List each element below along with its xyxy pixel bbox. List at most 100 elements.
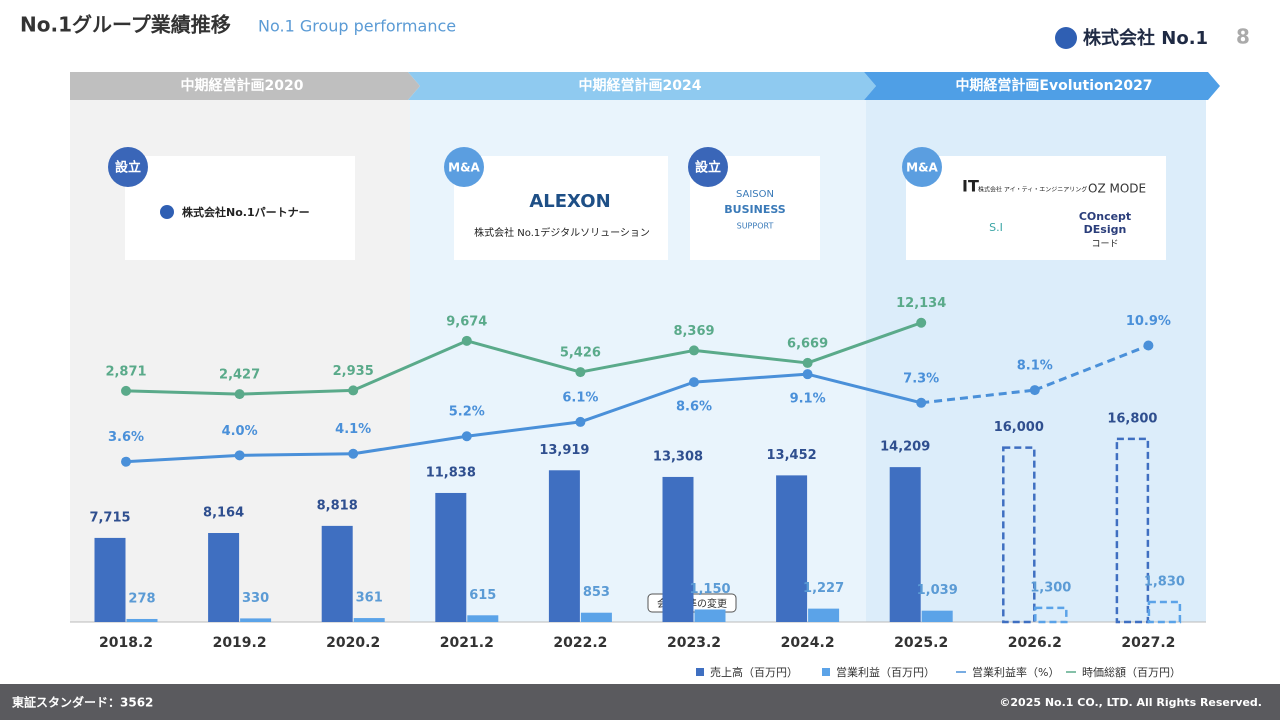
value-label: 4.1% xyxy=(335,422,371,437)
x-tick-label: 2025.2 xyxy=(894,635,948,651)
x-tick-label: 2023.2 xyxy=(667,635,721,651)
line-point xyxy=(916,397,927,408)
value-label: 3.6% xyxy=(108,430,144,445)
bar xyxy=(1115,437,1150,624)
footer-left: 東証スタンダード：3562 xyxy=(12,695,153,710)
logo-text: DEsign xyxy=(1084,223,1127,236)
legend-label: 売上高（百万円） xyxy=(710,665,798,679)
logo-text: S.I xyxy=(989,221,1003,234)
line-segment xyxy=(693,348,808,365)
line-segment xyxy=(352,339,468,392)
value-label: 853 xyxy=(583,585,610,600)
x-tick-label: 2027.2 xyxy=(1121,635,1175,651)
value-label: 361 xyxy=(356,591,383,606)
event-tag xyxy=(902,147,942,187)
value-label: 2,935 xyxy=(333,364,374,379)
line-segment xyxy=(239,388,354,396)
value-label: 16,800 xyxy=(1107,411,1157,426)
line-point xyxy=(689,345,699,356)
line-point xyxy=(234,389,245,400)
legend-label: 営業利益（百万円） xyxy=(836,665,935,679)
value-label: 6,669 xyxy=(787,336,828,351)
event-tag-label: 設立 xyxy=(695,160,721,176)
line-point xyxy=(1143,340,1154,351)
line-point xyxy=(121,456,131,467)
bar xyxy=(94,537,126,622)
line-point xyxy=(121,385,131,396)
value-label: 6.1% xyxy=(562,390,598,405)
event-tag xyxy=(688,147,728,187)
bar xyxy=(208,533,240,622)
bar xyxy=(321,525,353,622)
logo-text: SUPPORT xyxy=(737,222,774,231)
value-label: 11,838 xyxy=(426,465,476,480)
value-label: 278 xyxy=(128,591,155,606)
value-label: 13,452 xyxy=(767,448,817,463)
value-label: 12,134 xyxy=(896,296,946,311)
value-label: 1,150 xyxy=(689,582,730,597)
phase-label: 中期経営計画2024 xyxy=(579,77,702,94)
line-point xyxy=(916,317,927,328)
line-segment xyxy=(466,420,581,438)
page-number: 8 xyxy=(1236,25,1250,49)
value-label: 8.1% xyxy=(1017,359,1053,374)
bar xyxy=(776,475,808,622)
event-tag xyxy=(444,147,484,187)
line-segment xyxy=(807,372,922,405)
value-label: 8.6% xyxy=(676,400,712,415)
phase-label: 中期経営計画Evolution2027 xyxy=(955,77,1152,94)
value-label: 7.3% xyxy=(903,371,939,386)
bar xyxy=(240,618,272,622)
legend-label: 時価総額（百万円） xyxy=(1082,665,1181,679)
phase-arrow xyxy=(864,72,1220,100)
bar xyxy=(1002,446,1036,624)
value-label: 1,300 xyxy=(1030,580,1071,595)
bar xyxy=(662,476,694,622)
event-tag xyxy=(108,147,148,187)
logo-text: BUSINESS xyxy=(724,203,785,216)
line-segment xyxy=(693,372,808,384)
logo-text: 株式会社 アイ・ティ・エンジニアリング xyxy=(978,186,1087,194)
line-point xyxy=(461,335,472,346)
line-point xyxy=(689,377,699,388)
logo-box xyxy=(454,156,668,260)
phase-arrow xyxy=(408,72,876,100)
line-point xyxy=(575,367,586,378)
value-label: 4.0% xyxy=(222,424,258,439)
bar xyxy=(467,615,499,622)
event-tag-label: 設立 xyxy=(115,160,141,176)
line-segment xyxy=(125,389,240,396)
x-tick-label: 2021.2 xyxy=(440,635,494,651)
logo-icon xyxy=(1055,27,1077,49)
title: No.1グループ業績推移 xyxy=(20,13,231,37)
x-tick-label: 2022.2 xyxy=(553,635,607,651)
value-label: 5.2% xyxy=(449,405,485,420)
footer-right: ©2025 No.1 CO., LTD. All Rights Reserved… xyxy=(999,696,1262,709)
line-point xyxy=(348,385,359,396)
line-segment xyxy=(807,321,922,365)
value-label: 1,227 xyxy=(803,581,844,596)
bar xyxy=(808,608,840,622)
value-label: 1,039 xyxy=(917,583,958,598)
bar xyxy=(889,467,921,622)
line-point xyxy=(461,431,472,442)
line-segment xyxy=(239,452,354,457)
logo-text: ALEXON xyxy=(529,191,610,212)
bar xyxy=(548,470,580,622)
bar xyxy=(1147,600,1182,624)
value-label: 16,000 xyxy=(994,420,1044,435)
phase-arrow xyxy=(70,72,420,100)
line-segment xyxy=(125,453,240,464)
legend-swatch xyxy=(696,668,704,676)
value-label: 2,427 xyxy=(219,368,260,383)
x-tick-label: 2019.2 xyxy=(213,635,267,651)
value-label: 5,426 xyxy=(560,346,601,361)
legend-swatch xyxy=(822,668,830,676)
event-tag-label: M&A xyxy=(906,161,938,175)
value-label: 8,369 xyxy=(673,324,714,339)
logo-text: 株式会社No.1パートナー xyxy=(182,205,310,219)
logo-text: SAISON xyxy=(736,189,774,200)
value-label: 9.1% xyxy=(790,392,826,407)
logo-text: IT xyxy=(962,177,979,196)
